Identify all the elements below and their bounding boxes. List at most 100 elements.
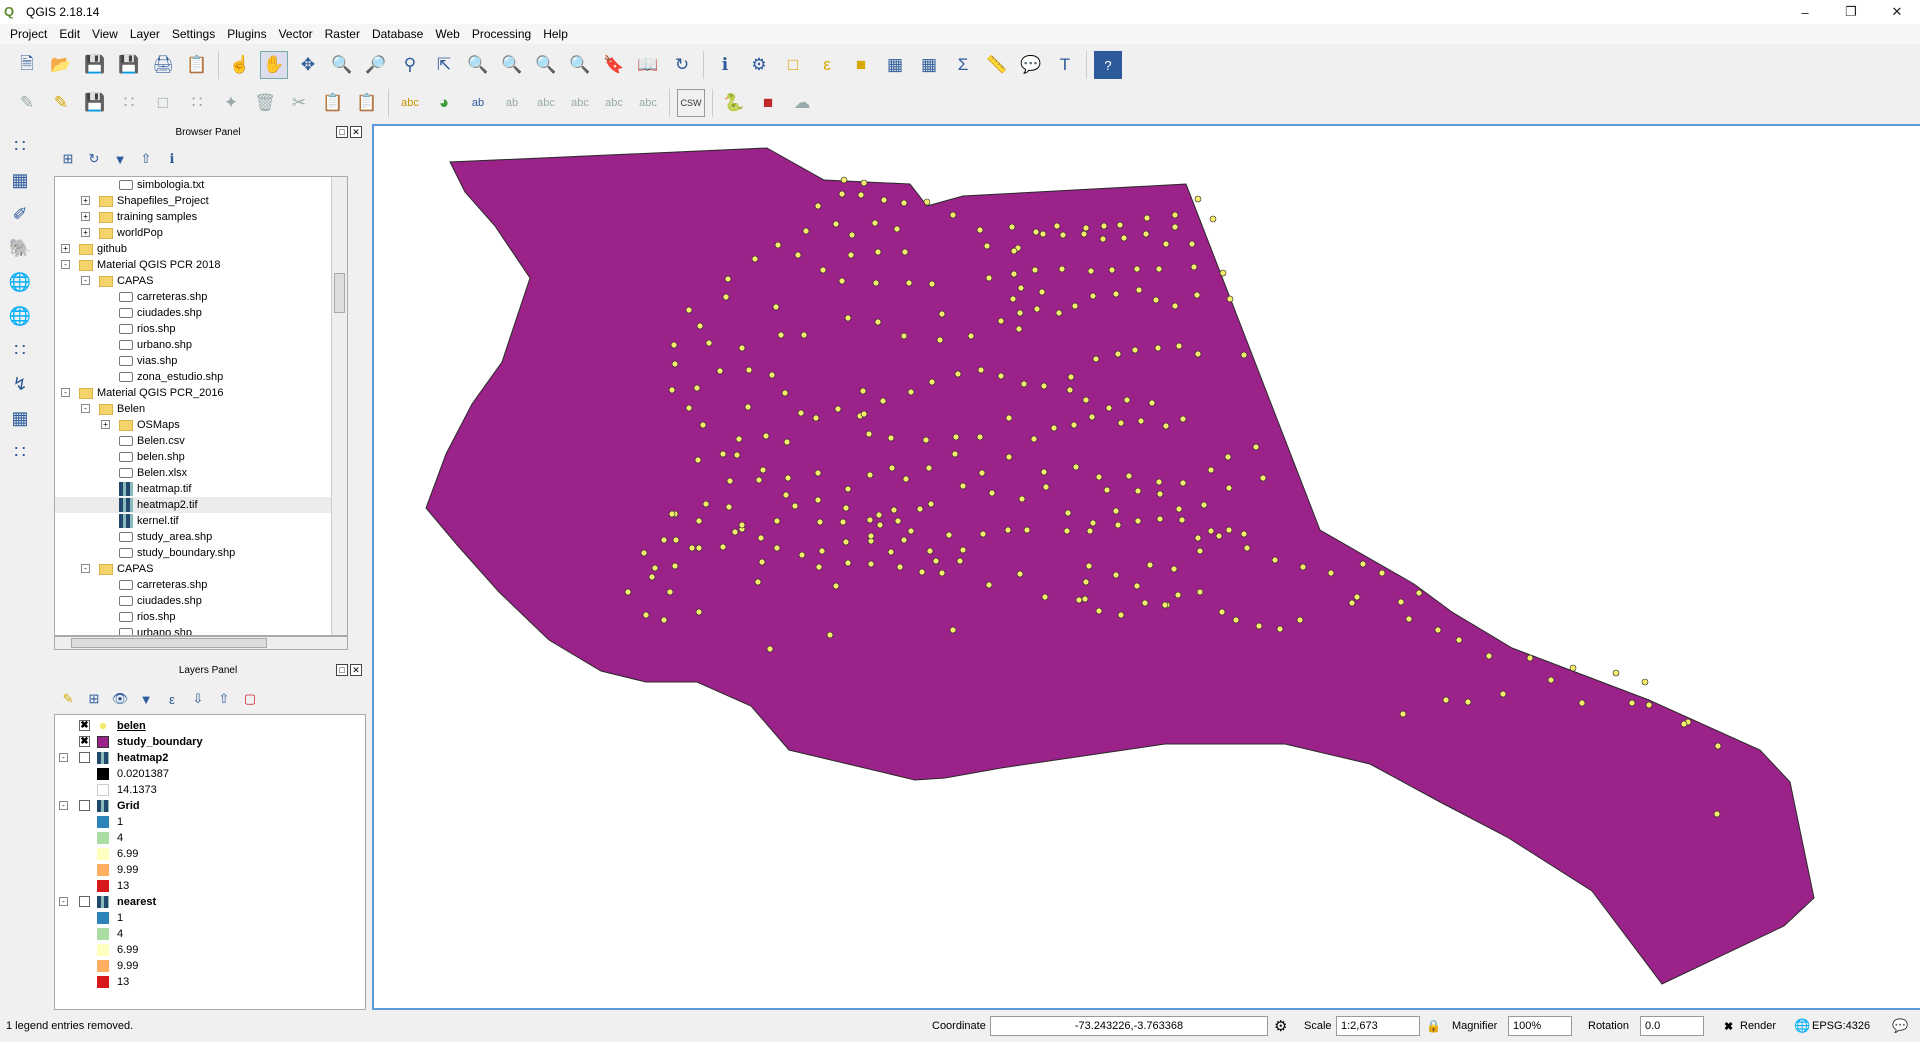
zoom-in-icon[interactable]: 🔍 (331, 55, 353, 74)
browser-item[interactable]: ciudades.shp (55, 305, 347, 321)
save-as-icon[interactable]: 💾 (118, 55, 140, 74)
browser-item[interactable]: + worldPop (55, 225, 347, 241)
browser-item[interactable]: heatmap2.tif (55, 497, 347, 513)
layer-labeling-icon[interactable]: abc (401, 97, 419, 109)
render-checkbox[interactable]: ✖ (1724, 1020, 1734, 1033)
crs-label[interactable]: EPSG:4326 (1812, 1020, 1871, 1032)
help-icon[interactable]: ? (1094, 51, 1122, 79)
map-tips-icon[interactable]: 💬 (1020, 55, 1042, 74)
zoom-next-icon[interactable]: 🔍 (569, 55, 591, 74)
diagram-options-icon[interactable]: ◕ (438, 93, 450, 112)
add-group-icon[interactable]: ⊞ (88, 691, 100, 706)
coordinate-field[interactable]: -73.243226,-3.763368 (990, 1016, 1268, 1036)
menu-layer[interactable]: Layer (129, 27, 160, 41)
browser-vertical-scrollbar[interactable] (331, 177, 347, 635)
browser-item[interactable]: + training samples (55, 209, 347, 225)
new-print-composer-icon[interactable]: 🖨 (152, 55, 174, 74)
browser-tree[interactable]: simbologia.txt + Shapefiles_Project + traini… (54, 176, 348, 636)
filter-legend-icon[interactable]: ▼ (139, 691, 153, 707)
zoom-last-icon[interactable]: 🔍 (535, 55, 557, 74)
add-raster-layer-icon[interactable]: ▦ (11, 169, 29, 190)
node-edit-icon[interactable]: ✦ (223, 93, 239, 112)
show-bookmarks-icon[interactable]: 📖 (637, 55, 659, 74)
browser-item[interactable]: zona_estudio.shp (55, 369, 347, 385)
expand-toggle-icon[interactable]: + (101, 420, 110, 429)
style-manager-icon[interactable]: ✎ (62, 691, 74, 706)
browser-item[interactable]: Belen.xlsx (55, 465, 347, 481)
minimize-button[interactable]: – (1801, 4, 1809, 20)
run-action-icon[interactable]: ⚙ (751, 55, 767, 74)
current-edits-icon[interactable]: ✎ (19, 93, 35, 112)
open-project-icon[interactable]: 📂 (50, 55, 72, 74)
node-tool-icon[interactable]: ∷ (191, 93, 203, 112)
layer-item[interactable]: - heatmap2 (55, 750, 365, 766)
browser-item[interactable]: study_boundary.shp (55, 545, 347, 561)
add-spatialite-layer-icon[interactable]: ✐ (12, 203, 28, 224)
expand-toggle-icon[interactable]: + (81, 212, 90, 221)
cut-features-icon[interactable]: ✂ (291, 93, 307, 112)
show-hide-labels-icon[interactable]: abc (537, 97, 555, 109)
browser-horizontal-scrollbar[interactable] (54, 636, 348, 650)
properties-icon[interactable]: ℹ (169, 151, 175, 166)
close-button[interactable]: ✕ (1891, 4, 1903, 19)
float-panel-button[interactable]: □ (336, 126, 348, 138)
browser-item[interactable]: + OSMaps (55, 417, 347, 433)
new-bookmark-icon[interactable]: 🔖 (603, 55, 625, 74)
add-wms-layer-icon[interactable]: 🌐 (8, 271, 32, 292)
add-wcs-layer-icon[interactable]: 🌐 (8, 305, 32, 326)
highlight-pinned-labels-icon[interactable]: ab (471, 97, 485, 109)
browser-item[interactable]: simbologia.txt (55, 177, 347, 193)
touch-zoom-icon[interactable]: ☝ (229, 55, 251, 74)
new-project-icon[interactable]: 🗎 (20, 53, 34, 73)
browser-item[interactable]: - Belen (55, 401, 347, 417)
map-canvas[interactable] (372, 124, 1920, 1010)
layer-tree[interactable]: ✖ belen ✖ study_boundary - heatmap2 0.0201387 1… (54, 714, 366, 1010)
plugin-icon[interactable]: ■ (762, 93, 774, 112)
magnifier-spinbox[interactable]: 100% (1508, 1016, 1572, 1036)
measure-icon[interactable]: 📏 (986, 55, 1008, 74)
layer-visibility-checkbox[interactable]: ✖ (79, 736, 90, 747)
menu-help[interactable]: Help (543, 27, 568, 41)
menu-plugins[interactable]: Plugins (227, 27, 267, 41)
lock-scale-icon[interactable]: 🔒 (1426, 1019, 1441, 1033)
layer-visibility-checkbox[interactable] (79, 896, 90, 907)
move-label-icon[interactable]: abc (571, 97, 589, 109)
browser-item[interactable]: carreteras.shp (55, 289, 347, 305)
browser-item[interactable]: study_area.shp (55, 529, 347, 545)
browser-item[interactable]: kernel.tif (55, 513, 347, 529)
filter-expression-icon[interactable]: ε (169, 691, 175, 707)
crs-globe-icon[interactable]: 🌐 (1794, 1018, 1811, 1033)
remove-layer-icon[interactable]: ▢ (243, 691, 257, 706)
select-by-expression-icon[interactable]: ε (823, 55, 831, 74)
add-delimited-text-icon[interactable]: ↯ (12, 373, 28, 394)
float-panel-button[interactable]: □ (336, 664, 348, 676)
refresh-icon[interactable]: ↻ (674, 55, 690, 74)
zoom-out-icon[interactable]: 🔎 (365, 55, 387, 74)
collapse-all-icon[interactable]: ⇧ (218, 691, 230, 706)
menu-processing[interactable]: Processing (471, 27, 532, 41)
new-shapefile-icon[interactable]: ∷ (14, 441, 26, 462)
menu-edit[interactable]: Edit (59, 27, 81, 41)
add-vector-layer-icon[interactable]: ∷ (14, 135, 26, 156)
copy-features-icon[interactable]: 📋 (322, 93, 344, 112)
visibility-icon[interactable]: 👁 (111, 691, 129, 706)
expand-toggle-icon[interactable]: - (81, 564, 90, 573)
statistics-icon[interactable]: Σ (957, 55, 969, 74)
csw-icon[interactable]: CSW (677, 89, 705, 117)
menu-raster[interactable]: Raster (324, 27, 360, 41)
deselect-icon[interactable]: ■ (855, 55, 867, 74)
delete-selected-icon[interactable]: 🗑 (254, 93, 276, 112)
scale-combo[interactable]: 1:2,673 (1336, 1016, 1420, 1036)
field-calculator-icon[interactable]: ▦ (920, 55, 938, 74)
collapse-toggle-icon[interactable]: - (59, 753, 68, 762)
add-selected-layers-icon[interactable]: ⊞ (62, 151, 74, 166)
layer-visibility-checkbox[interactable] (79, 752, 90, 763)
layer-item[interactable]: ✖ study_boundary (55, 734, 365, 750)
zoom-to-layer-icon[interactable]: 🔍 (501, 55, 523, 74)
pin-labels-icon[interactable]: ab (505, 97, 519, 109)
pan-map-icon[interactable]: ✋ (260, 51, 288, 79)
rotate-label-icon[interactable]: abc (605, 97, 623, 109)
cloud-icon[interactable]: ☁ (793, 93, 811, 112)
menu-view[interactable]: View (92, 27, 118, 41)
layer-visibility-checkbox[interactable]: ✖ (79, 720, 90, 731)
